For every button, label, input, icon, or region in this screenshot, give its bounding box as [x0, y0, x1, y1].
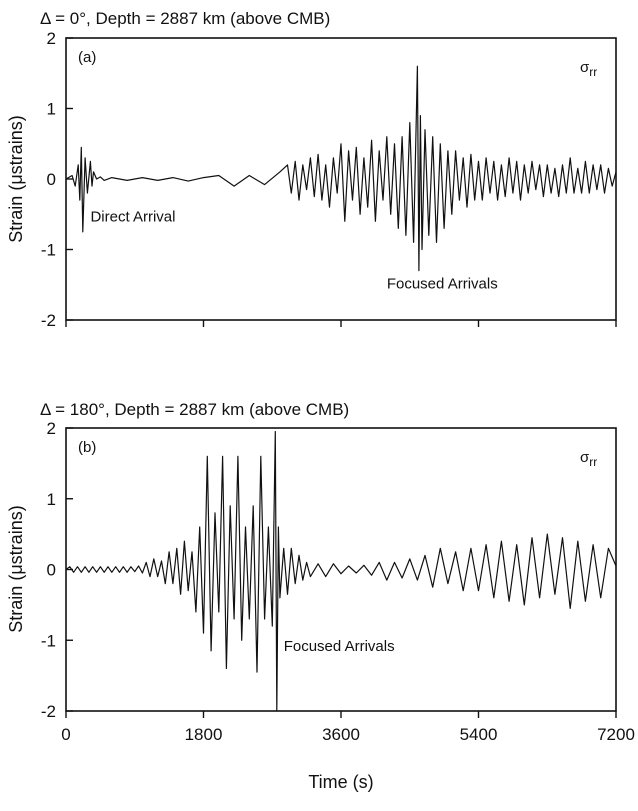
y-tick-label: 2 [47, 419, 56, 438]
panel-b-annotations: Focused Arrivals [284, 638, 395, 655]
panel-a-sigma: σ [580, 59, 590, 76]
y-tick-label: -2 [41, 311, 56, 330]
y-tick-label: 0 [47, 170, 56, 189]
component-subscript: rr [589, 65, 597, 79]
y-tick-label: 2 [47, 29, 56, 48]
panel-a-component-label: σrr [580, 59, 597, 79]
y-tick-label: -1 [41, 241, 56, 260]
x-tick-label: 7200 [597, 725, 635, 744]
x-tick-label: 3600 [322, 725, 360, 744]
x-tick-label: 1800 [185, 725, 223, 744]
panel-a: Δ = 0°, Depth = 2887 km (above CMB) (a) … [6, 9, 617, 330]
panel-a-title: Δ = 0°, Depth = 2887 km (above CMB) [40, 9, 330, 28]
y-tick-label: 0 [47, 561, 56, 580]
panel-b-series-line [65, 430, 617, 712]
y-tick-label: -2 [41, 702, 56, 721]
panel-b-title: Δ = 180°, Depth = 2887 km (above CMB) [40, 400, 349, 419]
panel-a-ylabel: Strain (μstrains) [6, 115, 26, 242]
panel-a-ticks: 2 1 0 -1 -2 [41, 29, 617, 330]
annotation: Direct Arrival [90, 208, 175, 225]
panel-a-annotations: Direct Arrival Focused Arrivals [90, 208, 497, 292]
panel-b-ylabel: Strain (μstrains) [6, 505, 26, 632]
panel-b-ticks: 2 1 0 -1 -2 0 1800 3600 5400 7200 [41, 419, 635, 744]
panel-a-label: (a) [78, 49, 96, 66]
annotation: Focused Arrivals [387, 275, 498, 292]
panel-b-sigma: σ [580, 449, 590, 466]
panel-a-series-line [65, 65, 617, 272]
y-tick-label: 1 [47, 490, 56, 509]
y-tick-label: 1 [47, 100, 56, 119]
panel-b: Δ = 180°, Depth = 2887 km (above CMB) (b… [6, 400, 635, 792]
component-subscript: rr [589, 455, 597, 469]
annotation: Focused Arrivals [284, 638, 395, 655]
panel-b-xlabel: Time (s) [308, 772, 373, 792]
y-tick-label: -1 [41, 631, 56, 650]
x-tick-label: 0 [61, 725, 70, 744]
panel-b-label: (b) [78, 439, 96, 456]
panel-b-component-label: σrr [580, 449, 597, 469]
x-tick-label: 5400 [460, 725, 498, 744]
